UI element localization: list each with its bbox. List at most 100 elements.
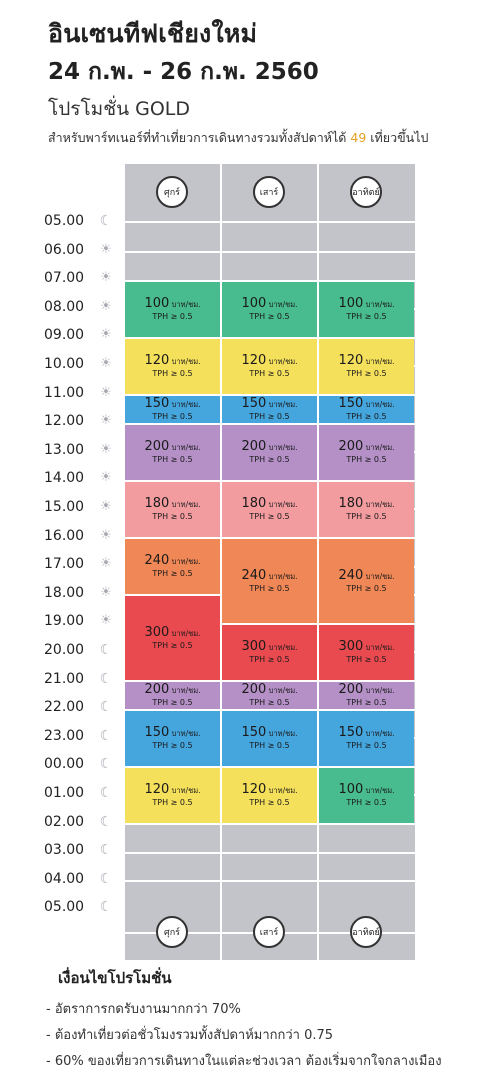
rate-price: 200 บาท/ชม. bbox=[241, 439, 298, 454]
tph-requirement: TPH ≥ 0.5 bbox=[249, 741, 290, 750]
rate-price: 150 บาท/ชม. bbox=[338, 396, 395, 411]
time-label: 08.00 bbox=[44, 298, 85, 315]
time-label: 16.00 bbox=[44, 527, 85, 544]
rate-block-yellow: 120 บาท/ชม. TPH ≥ 0.5 bbox=[222, 768, 317, 823]
rate-block-green: 100 บาท/ชม. TPH ≥ 0.5 bbox=[319, 768, 414, 823]
rate-block-pink: 180 บาท/ชม. TPH ≥ 0.5 bbox=[125, 482, 220, 537]
rate-price: 200 บาท/ชม. bbox=[144, 439, 201, 454]
moon-icon: ☾ bbox=[99, 870, 113, 887]
time-label: 18.00 bbox=[44, 584, 85, 601]
sun-icon: ☀ bbox=[100, 327, 112, 343]
grid-row-divider bbox=[125, 251, 415, 253]
time-label: 13.00 bbox=[44, 441, 85, 458]
grid-row-divider bbox=[125, 280, 415, 282]
grid-row-divider bbox=[125, 880, 415, 882]
rate-price: 240 บาท/ชม. bbox=[144, 553, 201, 568]
bottom-day-badge-0: ศุกร์ bbox=[156, 916, 188, 948]
tph-requirement: TPH ≥ 0.5 bbox=[152, 698, 193, 707]
rate-block-yellow: 120 บาท/ชม. TPH ≥ 0.5 bbox=[125, 339, 220, 394]
moon-icon: ☾ bbox=[99, 785, 113, 801]
tph-requirement: TPH ≥ 0.5 bbox=[249, 512, 290, 521]
grid-row-divider bbox=[125, 680, 415, 682]
rate-block-green: 100 บาท/ชม. TPH ≥ 0.5 bbox=[125, 282, 220, 337]
time-label: 15.00 bbox=[44, 499, 85, 515]
condition-item: - อัตราการกดรับงานมากกว่า 70% bbox=[46, 1002, 241, 1017]
tph-requirement: TPH ≥ 0.5 bbox=[346, 512, 387, 521]
time-label: 05.00 bbox=[44, 899, 85, 916]
time-label: 10.00 bbox=[44, 356, 85, 372]
time-label: 07.00 bbox=[44, 270, 85, 287]
tph-requirement: TPH ≥ 0.5 bbox=[249, 412, 290, 421]
tph-requirement: TPH ≥ 0.5 bbox=[346, 698, 387, 707]
tph-requirement: TPH ≥ 0.5 bbox=[346, 798, 387, 807]
tph-requirement: TPH ≥ 0.5 bbox=[346, 369, 387, 378]
grid-column-divider bbox=[220, 164, 222, 960]
rate-block-blue: 150 บาท/ชม. TPH ≥ 0.5 bbox=[125, 711, 220, 766]
tph-requirement: TPH ≥ 0.5 bbox=[346, 655, 387, 664]
rate-block-purple: 200 บาท/ชม. TPH ≥ 0.5 bbox=[222, 682, 317, 709]
rate-price: 300 บาท/ชม. bbox=[241, 639, 298, 654]
sun-icon: ☀ bbox=[100, 241, 112, 257]
grid-column-divider bbox=[317, 164, 319, 960]
subtitle-after: เที่ยวขึ้นไป bbox=[366, 130, 429, 145]
rate-price: 120 บาท/ชม. bbox=[241, 782, 298, 797]
rate-price: 180 บาท/ชม. bbox=[144, 496, 201, 511]
tph-requirement: TPH ≥ 0.5 bbox=[152, 798, 193, 807]
rate-block-blue: 150 บาท/ชม. TPH ≥ 0.5 bbox=[222, 711, 317, 766]
time-label: 22.00 bbox=[44, 699, 85, 716]
rate-price: 180 บาท/ชม. bbox=[338, 496, 395, 511]
time-label: 06.00 bbox=[44, 241, 85, 258]
subtitle-before: สำหรับพาร์ทเนอร์ที่ทำเที่ยวการเดินทางรวม… bbox=[48, 130, 351, 145]
rate-price: 120 บาท/ชม. bbox=[144, 782, 201, 797]
tph-requirement: TPH ≥ 0.5 bbox=[346, 412, 387, 421]
rate-block-pink: 180 บาท/ชม. TPH ≥ 0.5 bbox=[319, 482, 414, 537]
rate-block-blue: 150 บาท/ชม. TPH ≥ 0.5 bbox=[319, 396, 414, 423]
tph-requirement: TPH ≥ 0.5 bbox=[249, 798, 290, 807]
tph-requirement: TPH ≥ 0.5 bbox=[249, 455, 290, 464]
rate-price: 120 บาท/ชม. bbox=[144, 353, 201, 368]
promo-subtitle: สำหรับพาร์ทเนอร์ที่ทำเที่ยวการเดินทางรวม… bbox=[48, 128, 428, 148]
time-label: 02.00 bbox=[44, 813, 85, 830]
rate-block-red: 300 บาท/ชม. TPH ≥ 0.5 bbox=[319, 625, 414, 680]
moon-icon: ☾ bbox=[99, 699, 113, 716]
rate-block-red: 300 บาท/ชม. TPH ≥ 0.5 bbox=[125, 596, 220, 680]
time-label: 09.00 bbox=[44, 327, 85, 344]
rate-price: 150 บาท/ชม. bbox=[144, 725, 201, 740]
sun-icon: ☀ bbox=[100, 556, 112, 572]
moon-icon: ☾ bbox=[99, 756, 113, 773]
tph-requirement: TPH ≥ 0.5 bbox=[152, 741, 193, 750]
sun-icon: ☀ bbox=[100, 384, 112, 400]
tph-requirement: TPH ≥ 0.5 bbox=[249, 698, 290, 707]
sun-icon: ☀ bbox=[100, 470, 112, 486]
grid-row-divider bbox=[125, 394, 415, 396]
rate-block-red: 300 บาท/ชม. TPH ≥ 0.5 bbox=[222, 625, 317, 680]
grid-row-divider bbox=[125, 423, 415, 425]
tph-requirement: TPH ≥ 0.5 bbox=[346, 455, 387, 464]
sun-icon: ☀ bbox=[100, 413, 112, 429]
rate-price: 200 บาท/ชม. bbox=[338, 439, 395, 454]
rate-block-yellow: 120 บาท/ชม. TPH ≥ 0.5 bbox=[125, 768, 220, 823]
time-label: 12.00 bbox=[44, 413, 85, 430]
condition-item: - ต้องทำเที่ยวต่อชั่วโมงรวมทั้งสัปดาห์มา… bbox=[46, 1028, 334, 1043]
rate-block-purple: 200 บาท/ชม. TPH ≥ 0.5 bbox=[319, 682, 414, 709]
time-label: 23.00 bbox=[44, 727, 85, 744]
grid-row-divider bbox=[125, 480, 415, 482]
tph-requirement: TPH ≥ 0.5 bbox=[249, 655, 290, 664]
moon-icon: ☾ bbox=[99, 213, 113, 229]
rate-price: 100 บาท/ชม. bbox=[338, 782, 395, 797]
page-title: อินเซนทีฟเชียงใหม่ bbox=[48, 19, 258, 48]
rate-price: 180 บาท/ชม. bbox=[241, 496, 298, 511]
rate-block-purple: 200 บาท/ชม. TPH ≥ 0.5 bbox=[319, 425, 414, 480]
grid-row-divider bbox=[125, 823, 415, 825]
moon-icon: ☾ bbox=[99, 727, 113, 744]
rate-price: 300 บาท/ชม. bbox=[338, 639, 395, 654]
bottom-day-badge-1: เสาร์ bbox=[253, 916, 285, 948]
grid-row-divider bbox=[125, 766, 415, 768]
promo-name: โปรโมชั่น GOLD bbox=[48, 98, 191, 120]
tph-requirement: TPH ≥ 0.5 bbox=[152, 569, 193, 578]
grid-row-divider bbox=[125, 537, 415, 539]
rate-block-pink: 180 บาท/ชม. TPH ≥ 0.5 bbox=[222, 482, 317, 537]
time-label: 21.00 bbox=[44, 670, 85, 687]
moon-icon: ☾ bbox=[99, 842, 113, 859]
rate-block-blue: 150 บาท/ชม. TPH ≥ 0.5 bbox=[125, 396, 220, 423]
